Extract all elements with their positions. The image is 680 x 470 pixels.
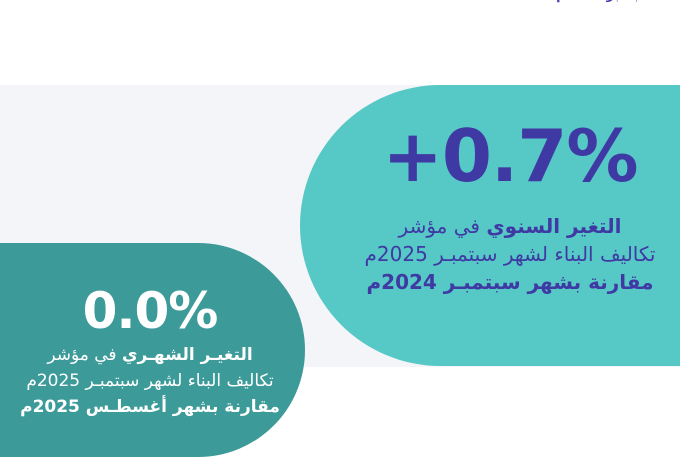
annual-change-value: +0.7% xyxy=(382,114,638,198)
annual-change-line2: تكاليف البناء لشهر سبتمبـر 2025م xyxy=(364,242,656,266)
monthly-change-line2: تكاليف البناء لشهر سبتمبـر 2025م xyxy=(26,371,274,391)
annual-change-card xyxy=(300,85,680,366)
monthly-change-line1: التغيـر الشهـري في مؤشر xyxy=(10,342,290,368)
monthly-change-line3: مقارنة بشهر أغسطـس 2025م xyxy=(20,397,280,417)
monthly-change-line1-bold: التغيـر الشهـري xyxy=(121,345,253,365)
annual-change-line1: التغير السنوي في مؤشر xyxy=(345,212,675,240)
monthly-change-line1-rest: في مؤشر xyxy=(47,345,117,365)
monthly-change-card xyxy=(0,243,305,457)
annual-change-line1-bold: التغير السنوي xyxy=(486,214,622,238)
monthly-change-description: التغيـر الشهـري في مؤشر تكاليف البناء لش… xyxy=(10,342,290,420)
annual-change-line3: مقارنة بشهر سبتمبـر 2024م xyxy=(366,270,654,294)
annual-change-description: التغير السنوي في مؤشر تكاليف البناء لشهر… xyxy=(345,212,675,296)
clipped-header-text: سبتمبر 2025م xyxy=(556,0,652,3)
annual-change-line1-rest: في مؤشر xyxy=(398,214,480,238)
monthly-change-value: 0.0% xyxy=(82,282,219,340)
